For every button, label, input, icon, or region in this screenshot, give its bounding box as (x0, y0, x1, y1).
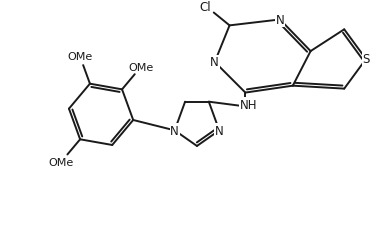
Text: S: S (362, 53, 370, 66)
Text: N: N (210, 56, 219, 69)
Text: OMe: OMe (67, 52, 92, 62)
Text: OMe: OMe (48, 157, 74, 167)
Text: N: N (170, 124, 179, 137)
Text: NH: NH (240, 99, 257, 111)
Text: OMe: OMe (129, 62, 154, 72)
Text: Cl: Cl (199, 1, 211, 14)
Text: N: N (215, 124, 223, 137)
Text: N: N (276, 14, 284, 27)
